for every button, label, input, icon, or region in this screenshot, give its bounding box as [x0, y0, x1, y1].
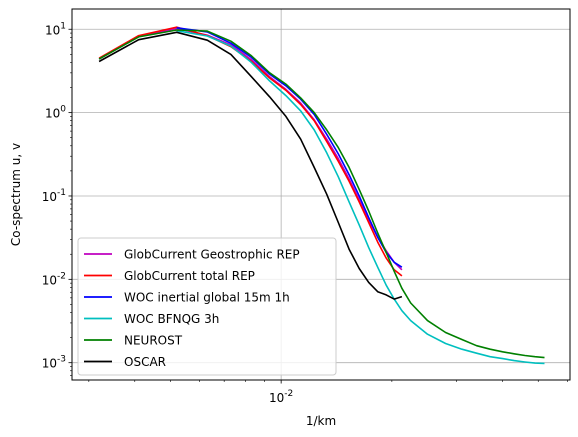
plot-frame	[71, 8, 571, 381]
series-line-5	[98, 29, 545, 359]
legend-label: GlobCurrent Geostrophic REP	[124, 248, 300, 262]
legend-label: OSCAR	[124, 355, 166, 369]
legend: GlobCurrent Geostrophic REP GlobCurrent t…	[77, 237, 337, 376]
legend-label: WOC inertial global 15m 1h	[124, 291, 290, 305]
legend-label: WOC BFNQG 3h	[124, 312, 219, 326]
y-tick-label: 10-1	[42, 188, 66, 204]
series-line-4	[176, 29, 545, 365]
x-axis-label: 1/km	[306, 414, 336, 428]
y-tick-label: 100	[45, 105, 66, 121]
y-tick-label: 101	[45, 21, 66, 37]
legend-label: NEUROST	[124, 334, 183, 348]
series-line-1	[98, 27, 403, 271]
y-tick-label: 10-2	[42, 271, 66, 287]
legend-label: GlobCurrent total REP	[124, 269, 255, 283]
axis-ticks: 10-3 10-2 10-1 100 101 10-2	[42, 21, 568, 405]
legend-box	[77, 237, 337, 376]
series-line-3	[176, 27, 403, 268]
x-tick-label: 10-2	[269, 389, 293, 405]
y-tick-label: 10-3	[42, 355, 66, 371]
y-axis-label: Co-spectrum u, v	[9, 143, 23, 246]
series-lines	[98, 26, 545, 365]
series-line-6	[98, 31, 403, 300]
